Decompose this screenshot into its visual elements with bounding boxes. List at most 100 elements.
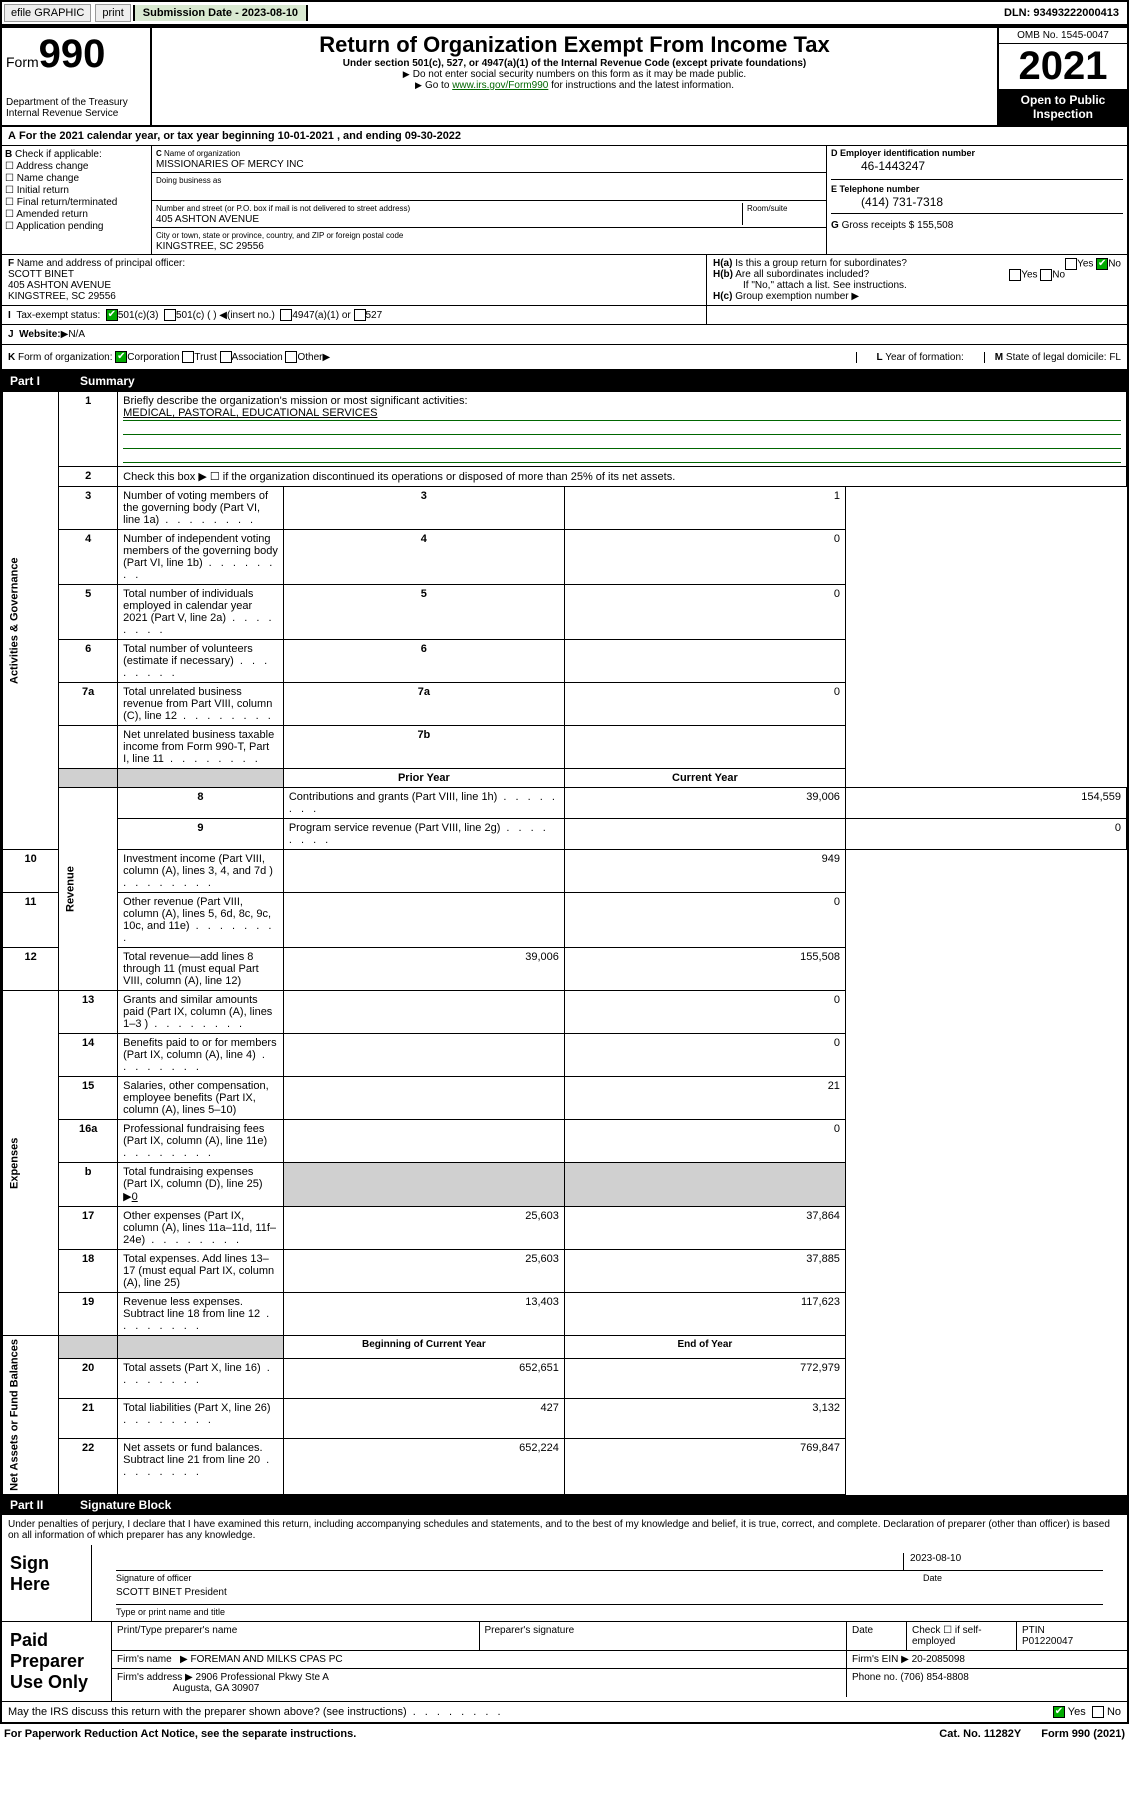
footer-catno: Cat. No. 11282Y [919,1728,1041,1740]
arrow-icon [403,69,413,80]
hb-label: Are all subordinates included? [735,269,869,280]
chk-corp[interactable]: ✔ [115,351,127,363]
summary-table: Activities & Governance 1 Briefly descri… [2,391,1127,1495]
room-label: Room/suite [747,204,787,213]
dept-treasury: Department of the Treasury [6,97,146,108]
footer-form: Form 990 (2021) [1041,1728,1125,1740]
domicile-value: FL [1109,352,1121,363]
mission-text: MEDICAL, PASTORAL, EDUCATIONAL SERVICES [123,407,1121,421]
efile-button[interactable]: efile GRAPHIC [4,4,91,22]
dba-label: Doing business as [156,176,221,185]
omb-number: OMB No. 1545-0047 [999,28,1127,44]
group-net-assets: Net Assets or Fund Balances [3,1336,59,1495]
firm-phone-label: Phone no. [852,1672,898,1683]
footer-left: For Paperwork Reduction Act Notice, see … [4,1728,919,1740]
top-toolbar: efile GRAPHIC print Submission Date - 20… [0,0,1129,26]
hc-label: Group exemption number [735,291,848,302]
note-goto-suffix: for instructions and the latest informat… [548,80,734,91]
open-inspection: Open to Public Inspection [999,89,1127,125]
chk-4947[interactable] [280,309,292,321]
chk-other[interactable] [285,351,297,363]
paid-preparer-label: Paid Preparer Use Only [2,1622,112,1701]
part-i-header: Part I Summary [2,371,1127,391]
group-revenue: Revenue [59,788,118,991]
officer-printed-name: SCOTT BINET President [116,1587,1103,1604]
form-title-block: Return of Organization Exempt From Incom… [152,28,997,125]
line-a: A For the 2021 calendar year, or tax yea… [2,127,1127,146]
note-ssn: Do not enter social security numbers on … [413,69,746,80]
arrow-icon [415,80,425,91]
form-prefix: Form [6,54,39,70]
current-year-hdr: Current Year [564,769,845,788]
firm-name-label: Firm's name [117,1654,172,1665]
chk-527[interactable] [354,309,366,321]
tax-year: 2021 [999,44,1127,89]
q2-text: Check this box ▶ ☐ if the organization d… [118,467,1127,487]
firm-phone: (706) 854-8808 [900,1672,968,1683]
firm-addr2: Augusta, GA 30907 [173,1683,260,1694]
chk-trust[interactable] [182,351,194,363]
officer-addr1: 405 ASHTON AVENUE [8,280,111,291]
org-name: MISSIONARIES OF MERCY INC [156,159,304,170]
sig-date-label: Date [923,1573,1123,1583]
chk-initial-return[interactable]: ☐ Initial return [5,185,148,196]
group-activities: Activities & Governance [3,392,59,850]
chk-assoc[interactable] [220,351,232,363]
form-id-block: Form990 Department of the Treasury Inter… [2,28,152,125]
box-b-label: Check if applicable: [15,149,102,160]
sign-here-label: Sign Here [2,1545,92,1621]
q1-label: Briefly describe the organization's miss… [123,395,467,407]
gross-label: Gross receipts $ [842,220,915,231]
officer-label: Name and address of principal officer: [17,258,185,269]
firm-addr-label: Firm's address [117,1672,182,1683]
chk-address-change[interactable]: ☐ Address change [5,161,148,172]
chk-501c[interactable] [164,309,176,321]
note-goto-prefix: Go to [425,80,452,91]
irs-link[interactable]: www.irs.gov/Form990 [452,80,548,91]
box-b: B Check if applicable: ☐ Address change … [2,146,152,254]
dln-value: DLN: 93493222000413 [996,5,1127,21]
prep-name-hdr: Print/Type preparer's name [112,1622,480,1650]
city-value: KINGSTREE, SC 29556 [156,241,264,252]
part-ii-header: Part II Signature Block [2,1495,1127,1515]
form-title: Return of Organization Exempt From Incom… [156,32,993,58]
form-number: 990 [39,32,106,76]
year-formation-label: Year of formation: [885,352,964,363]
phone-value: (414) 731-7318 [831,195,1123,209]
website-value: N/A [68,329,85,340]
firm-ein-label: Firm's EIN [852,1654,898,1665]
website-label: Website: [19,329,61,340]
print-button[interactable]: print [95,4,130,22]
ha-yes[interactable] [1065,258,1077,270]
box-d-e-g: D Employer identification number46-14432… [827,146,1127,254]
chk-app-pending[interactable]: ☐ Application pending [5,221,148,232]
end-year-hdr: End of Year [564,1336,845,1359]
prep-sig-hdr: Preparer's signature [480,1622,848,1650]
ha-no[interactable]: ✔ [1096,258,1108,270]
name-title-label: Type or print name and title [116,1607,1123,1617]
chk-501c3[interactable]: ✔ [106,309,118,321]
chk-name-change[interactable]: ☐ Name change [5,173,148,184]
irs-discuss-text: May the IRS discuss this return with the… [8,1706,504,1718]
firm-addr1: 2906 Professional Pkwy Ste A [196,1672,329,1683]
hb-yes[interactable] [1009,269,1021,281]
sig-officer-label: Signature of officer [116,1573,903,1583]
year-block: OMB No. 1545-0047 2021 Open to Public In… [997,28,1127,125]
sign-date: 2023-08-10 [903,1553,1103,1570]
hb-note: If "No," attach a list. See instructions… [713,280,1121,291]
firm-ein: 20-2085098 [912,1654,965,1665]
ein-value: 46-1443247 [831,159,1123,173]
discuss-no[interactable] [1092,1706,1104,1718]
discuss-yes[interactable]: ✔ [1053,1706,1065,1718]
hb-no[interactable] [1040,269,1052,281]
group-expenses: Expenses [3,991,59,1336]
city-label: City or town, state or province, country… [156,231,403,240]
ptin-label: PTIN [1022,1625,1045,1636]
form-990: Form990 Department of the Treasury Inter… [0,26,1129,1724]
prep-selfemp: Check ☐ if self-employed [907,1622,1017,1650]
declaration-text: Under penalties of perjury, I declare th… [2,1515,1127,1545]
chk-amended[interactable]: ☐ Amended return [5,209,148,220]
officer-name: SCOTT BINET [8,269,74,280]
chk-final-return[interactable]: ☐ Final return/terminated [5,197,148,208]
street-value: 405 ASHTON AVENUE [156,214,259,225]
